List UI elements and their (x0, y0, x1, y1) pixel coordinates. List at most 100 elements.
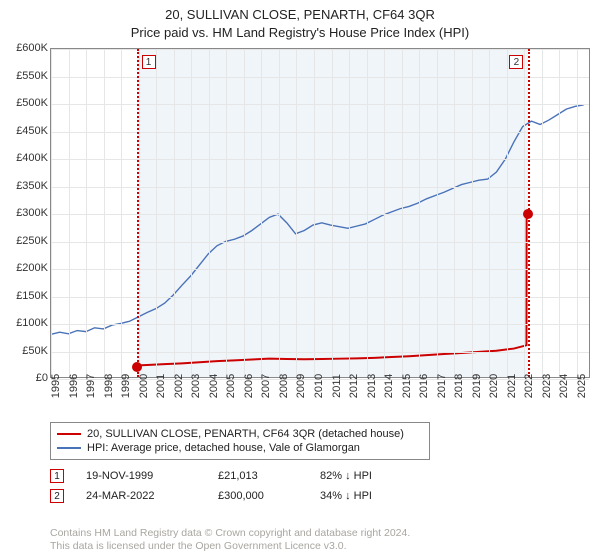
x-tick-label: 1998 (103, 374, 115, 398)
legend-item-price: 20, SULLIVAN CLOSE, PENARTH, CF64 3QR (d… (57, 427, 423, 441)
footer-line1: Contains HM Land Registry data © Crown c… (50, 527, 570, 541)
gridline-h (51, 159, 589, 160)
gridline-h (51, 187, 589, 188)
x-tick-label: 2010 (313, 374, 325, 398)
y-tick-label: £250K (16, 235, 48, 247)
gridline-v (349, 49, 350, 377)
event-price-2: £300,000 (218, 490, 298, 502)
x-tick-label: 2019 (471, 374, 483, 398)
events-table: 1 19-NOV-1999 £21,013 82% ↓ HPI 2 24-MAR… (50, 466, 570, 506)
event-row-2: 2 24-MAR-2022 £300,000 34% ↓ HPI (50, 486, 570, 506)
y-tick-label: £500K (16, 97, 48, 109)
event-vline-1 (137, 49, 139, 377)
gridline-v (454, 49, 455, 377)
x-tick-label: 2017 (436, 374, 448, 398)
x-tick-label: 2012 (348, 374, 360, 398)
legend-swatch-hpi (57, 447, 81, 449)
x-tick-label: 2024 (558, 374, 570, 398)
gridline-v (104, 49, 105, 377)
event-date-2: 24-MAR-2022 (86, 490, 196, 502)
x-tick-label: 2009 (295, 374, 307, 398)
gridline-v (139, 49, 140, 377)
gridline-v (542, 49, 543, 377)
gridline-v (437, 49, 438, 377)
event-date-1: 19-NOV-1999 (86, 470, 196, 482)
x-tick-label: 2013 (366, 374, 378, 398)
gridline-h (51, 49, 589, 50)
gridline-h (51, 214, 589, 215)
x-tick-label: 1995 (50, 374, 62, 398)
title-block: 20, SULLIVAN CLOSE, PENARTH, CF64 3QR Pr… (0, 0, 600, 41)
y-tick-label: £600K (16, 42, 48, 54)
gridline-h (51, 132, 589, 133)
y-tick-label: £0 (36, 372, 48, 384)
event-pct-1: 82% ↓ HPI (320, 470, 430, 482)
gridline-h (51, 352, 589, 353)
x-tick-label: 2021 (506, 374, 518, 398)
gridline-v (156, 49, 157, 377)
x-tick-label: 2025 (576, 374, 588, 398)
gridline-v (559, 49, 560, 377)
gridline-h (51, 297, 589, 298)
x-tick-label: 2018 (453, 374, 465, 398)
x-tick-label: 2006 (243, 374, 255, 398)
y-tick-label: £200K (16, 262, 48, 274)
x-tick-label: 2015 (401, 374, 413, 398)
x-tick-label: 2014 (383, 374, 395, 398)
gridline-v (472, 49, 473, 377)
y-tick-label: £300K (16, 207, 48, 219)
gridline-v (86, 49, 87, 377)
x-tick-label: 2001 (155, 374, 167, 398)
footer-line2: This data is licensed under the Open Gov… (50, 540, 570, 554)
gridline-v (69, 49, 70, 377)
gridline-v (191, 49, 192, 377)
x-tick-label: 2003 (190, 374, 202, 398)
gridline-v (121, 49, 122, 377)
event-flag-2: 2 (509, 55, 523, 69)
gridline-v (226, 49, 227, 377)
x-tick-label: 2000 (138, 374, 150, 398)
gridline-v (296, 49, 297, 377)
gridline-v (174, 49, 175, 377)
legend-item-hpi: HPI: Average price, detached house, Vale… (57, 441, 423, 455)
y-tick-label: £350K (16, 180, 48, 192)
event-price-1: £21,013 (218, 470, 298, 482)
gridline-h (51, 269, 589, 270)
x-tick-label: 1996 (68, 374, 80, 398)
legend: 20, SULLIVAN CLOSE, PENARTH, CF64 3QR (d… (50, 422, 430, 460)
x-tick-label: 2002 (173, 374, 185, 398)
series-hpi-line (51, 105, 584, 335)
x-tick-label: 2005 (225, 374, 237, 398)
gridline-v (507, 49, 508, 377)
gridline-v (261, 49, 262, 377)
gridline-h (51, 104, 589, 105)
x-tick-label: 2020 (488, 374, 500, 398)
event-pct-2: 34% ↓ HPI (320, 490, 430, 502)
gridline-v (489, 49, 490, 377)
chart: 12 £0£50K£100K£150K£200K£250K£300K£350K£… (0, 44, 600, 414)
y-tick-label: £450K (16, 125, 48, 137)
gridline-v (419, 49, 420, 377)
x-tick-label: 2016 (418, 374, 430, 398)
event-dot-1 (132, 362, 142, 372)
gridline-v (384, 49, 385, 377)
gridline-v (402, 49, 403, 377)
legend-swatch-price (57, 433, 81, 435)
x-tick-label: 2004 (208, 374, 220, 398)
event-flag-1: 1 (142, 55, 156, 69)
gridline-v (209, 49, 210, 377)
gridline-v (279, 49, 280, 377)
x-tick-label: 1997 (85, 374, 97, 398)
footer: Contains HM Land Registry data © Crown c… (50, 527, 570, 554)
y-tick-label: £100K (16, 317, 48, 329)
x-tick-label: 2023 (541, 374, 553, 398)
gridline-h (51, 242, 589, 243)
chart-lines (51, 49, 589, 377)
event-badge-2: 2 (50, 489, 64, 503)
x-tick-label: 2008 (278, 374, 290, 398)
gridline-v (577, 49, 578, 377)
plot-area: 12 (50, 48, 590, 378)
gridline-h (51, 324, 589, 325)
event-badge-1: 1 (50, 469, 64, 483)
gridline-v (367, 49, 368, 377)
